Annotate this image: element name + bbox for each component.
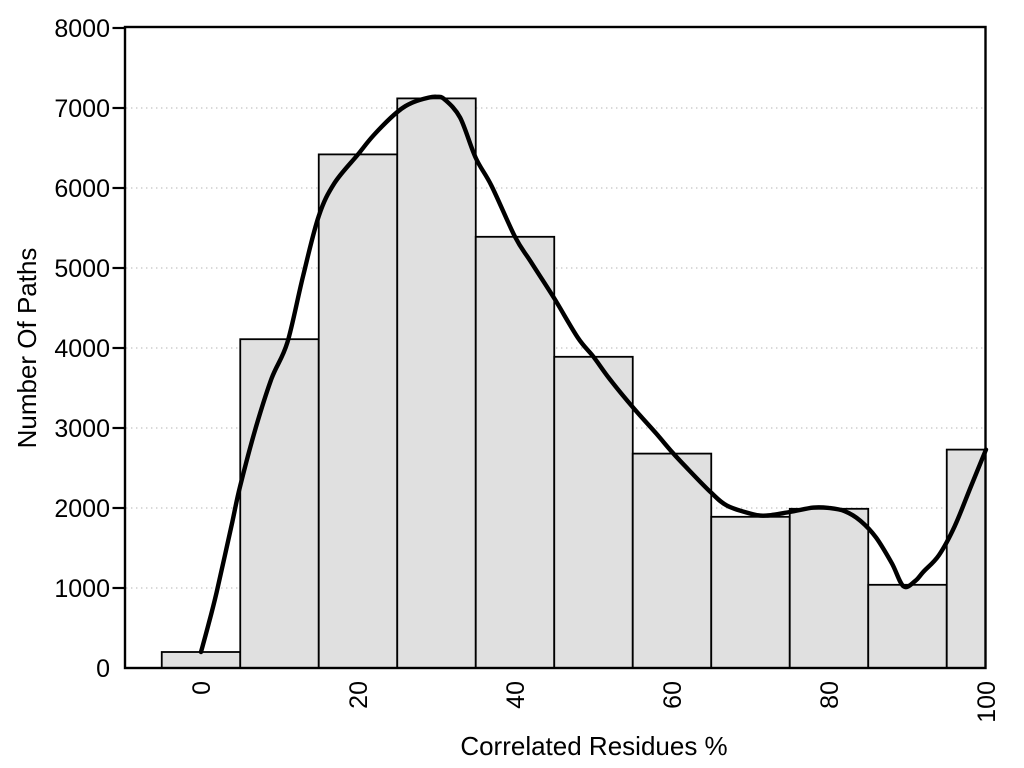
histogram-bar	[317, 153, 399, 669]
histogram-bar	[631, 452, 713, 669]
histogram-bar	[160, 651, 242, 669]
x-tick-label: 0	[188, 681, 216, 695]
plot-area: 0 1000 2000 3000 4000 5000 6000 7000 8000 0 20 40 60…	[54, 15, 1001, 723]
y-tick-label: 7000	[54, 95, 110, 123]
histogram-bar	[788, 507, 870, 669]
density-curve	[198, 94, 989, 655]
y-tick-label: 8000	[54, 15, 110, 43]
y-tick-label: 3000	[54, 415, 110, 443]
histogram-bar	[239, 338, 320, 669]
x-tick-label: 40	[502, 681, 530, 709]
x-tick-label: 100	[973, 681, 1001, 723]
histogram-bar	[710, 515, 791, 669]
histogram-bar	[396, 97, 477, 669]
y-tick-label: 6000	[54, 175, 110, 203]
y-tick-label: 5000	[54, 255, 110, 283]
x-tick-label: 20	[345, 681, 373, 709]
y-axis-title: Number Of Paths	[12, 248, 42, 449]
x-tick-label: 60	[659, 681, 687, 709]
histogram-bar	[553, 355, 634, 669]
x-axis-title: Correlated Residues %	[460, 731, 727, 761]
x-tick-label: 80	[816, 681, 844, 709]
y-tick-label: 0	[96, 655, 110, 683]
y-tick-label: 2000	[54, 495, 110, 523]
histogram-bar	[474, 235, 556, 669]
y-tick-label: 4000	[54, 335, 110, 363]
y-tick-label: 1000	[54, 575, 110, 603]
histogram-bar	[945, 448, 987, 669]
histogram-bar	[867, 583, 948, 669]
